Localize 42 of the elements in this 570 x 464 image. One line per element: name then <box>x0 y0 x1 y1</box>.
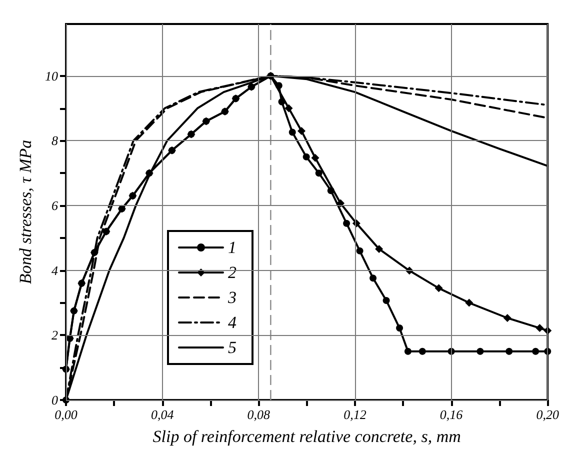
y-tick-label: 0 <box>52 392 58 408</box>
legend-label: 4 <box>228 313 237 332</box>
point <box>278 98 286 106</box>
point <box>404 348 412 355</box>
point <box>465 298 474 307</box>
point <box>370 274 377 282</box>
x-tick-label: 0,00 <box>54 407 78 422</box>
point <box>536 324 544 332</box>
x-axis-title: Slip of reinforcement relative concrete, s, mm <box>152 427 461 446</box>
point <box>476 348 484 355</box>
point <box>315 170 322 177</box>
x-tick-label: 0,04 <box>150 407 174 422</box>
point <box>343 220 350 227</box>
point <box>434 284 443 292</box>
point <box>375 244 384 253</box>
x-tick-label: 0,12 <box>344 407 367 422</box>
y-tick-label: 10 <box>45 68 58 84</box>
point <box>298 126 306 135</box>
x-tick-label: 0,20 <box>536 407 560 422</box>
point <box>418 348 426 355</box>
x-tick-label: 0,08 <box>247 407 271 422</box>
y-tick-label: 4 <box>52 262 58 278</box>
point <box>284 104 293 112</box>
point <box>382 296 390 304</box>
point <box>288 128 296 136</box>
legend-label: 5 <box>228 338 236 357</box>
point <box>275 82 282 90</box>
y-tick-label: 8 <box>52 133 58 148</box>
y-tick-label: 6 <box>52 198 58 214</box>
point <box>327 187 334 194</box>
point <box>396 324 404 332</box>
legend-label: 3 <box>227 288 236 307</box>
y-tick-label: 2 <box>52 328 58 343</box>
point <box>356 247 364 254</box>
point <box>532 348 540 355</box>
point <box>311 154 320 162</box>
legend-label: 1 <box>228 238 236 257</box>
point <box>503 314 512 322</box>
point <box>302 153 310 160</box>
point <box>506 348 513 355</box>
y-axis-title: Bond stresses, τ MPa <box>16 140 35 284</box>
x-tick-label: 0,16 <box>440 407 464 422</box>
